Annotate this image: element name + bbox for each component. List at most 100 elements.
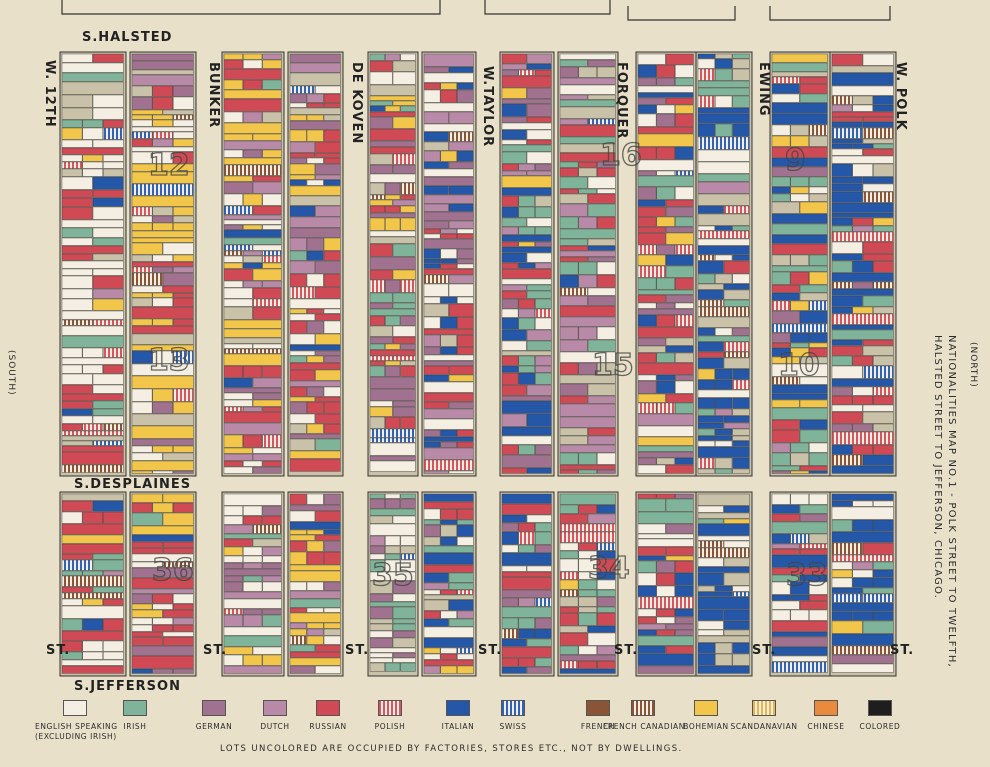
street-desplaines-label: S.DESPLAINES (74, 477, 192, 492)
lot-cell (501, 384, 527, 396)
lot-cell (873, 281, 894, 289)
lot-cell (440, 519, 458, 525)
lot-cell (131, 425, 194, 439)
lot-cell (369, 662, 385, 672)
lot-cell (526, 329, 552, 341)
lot-cell (578, 66, 598, 78)
lot-cell (369, 243, 393, 257)
lot-cell (457, 536, 474, 546)
lot-cell (423, 637, 474, 648)
lot-cell (385, 493, 401, 499)
lot-cell (637, 294, 666, 303)
lot-cell (61, 119, 83, 128)
lot-cell (369, 365, 385, 377)
lot-cell (423, 508, 441, 520)
lot-cell (243, 608, 263, 615)
lot-cell (61, 640, 83, 652)
lot-cell (152, 96, 173, 110)
lot-cell (392, 355, 416, 361)
lot-cell (852, 577, 874, 588)
lot-cell (771, 470, 791, 474)
lot-cell (578, 167, 598, 177)
lot-cell (306, 635, 324, 645)
lot-cell (392, 164, 416, 174)
lot-cell (323, 581, 341, 591)
lot-cell (369, 53, 385, 61)
lot-cell (559, 77, 616, 85)
lot-cell (440, 508, 458, 520)
lot-cell (501, 246, 552, 253)
lot-cell (799, 292, 828, 301)
lot-cell (559, 668, 616, 674)
lot-cell (289, 53, 341, 63)
lot-cell (732, 397, 750, 409)
lot-cell (423, 501, 474, 509)
lot-cell (809, 470, 828, 474)
lot-cell (831, 143, 853, 149)
lot-cell (501, 122, 552, 130)
lot-cell (262, 434, 282, 448)
lot-cell (262, 581, 282, 592)
lot-cell (535, 522, 552, 532)
lot-cell (252, 399, 282, 407)
lot-cell (61, 570, 83, 576)
lot-cell (152, 445, 173, 453)
lot-cell (369, 116, 393, 129)
lot-cell (223, 411, 282, 423)
lot-cell (697, 225, 715, 231)
lot-cell (457, 82, 474, 90)
lot-cell (501, 103, 527, 117)
lot-cell (243, 53, 263, 60)
lot-cell (400, 493, 416, 499)
lot-cell (369, 606, 393, 619)
lot-cell (92, 197, 124, 207)
lot-cell (61, 325, 124, 336)
lot-cell (223, 214, 282, 220)
lot-cell (243, 224, 263, 230)
lot-cell (323, 423, 341, 434)
legend-sublabel: (EXCLUDING IRISH) (35, 732, 117, 741)
legend-swatch (123, 700, 147, 716)
lot-cell (289, 260, 316, 274)
lot-cell (440, 150, 458, 162)
lot-cell (440, 316, 458, 329)
lot-cell (873, 395, 894, 405)
lot-cell (92, 53, 124, 63)
lot-cell (656, 64, 676, 78)
lot-cell (732, 468, 750, 474)
lot-cell (771, 419, 800, 430)
lot-cell (831, 53, 863, 66)
lot-cell (423, 334, 441, 347)
lot-cell (369, 140, 416, 147)
lot-cell (82, 119, 103, 128)
legend-label: COLORED (859, 722, 901, 731)
lot-cell (831, 272, 894, 282)
lot-cell (392, 637, 416, 648)
lot-cell (675, 170, 694, 176)
lot-cell (771, 310, 800, 324)
lot-cell (597, 579, 616, 590)
lot-cell (697, 161, 750, 174)
legend-item-colored: COLORED (840, 700, 920, 732)
legend-item-english-speaking: ENGLISH SPEAKING (EXCLUDING IRISH) (35, 700, 117, 742)
lot-cell (526, 217, 552, 227)
lot-cell (243, 280, 263, 288)
lot-cell (665, 199, 694, 207)
legend-swatch (501, 700, 525, 716)
lot-cell (771, 620, 828, 632)
lot-cell (448, 66, 474, 73)
lot-cell (400, 365, 416, 377)
lot-cell (831, 116, 863, 122)
lot-cell (665, 645, 694, 654)
lot-cell (131, 85, 153, 97)
lot-cell (173, 401, 194, 414)
lot-cell (637, 352, 657, 363)
lot-cell (559, 427, 588, 436)
lot-cell (306, 622, 324, 629)
lot-cell (771, 581, 791, 595)
lot-cell (289, 185, 341, 196)
lot-cell (656, 374, 676, 381)
lot-cell (771, 83, 800, 94)
lot-cell (423, 572, 449, 583)
lot-cell (790, 135, 810, 147)
